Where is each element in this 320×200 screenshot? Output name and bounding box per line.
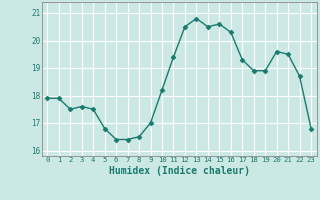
X-axis label: Humidex (Indice chaleur): Humidex (Indice chaleur) bbox=[109, 166, 250, 176]
